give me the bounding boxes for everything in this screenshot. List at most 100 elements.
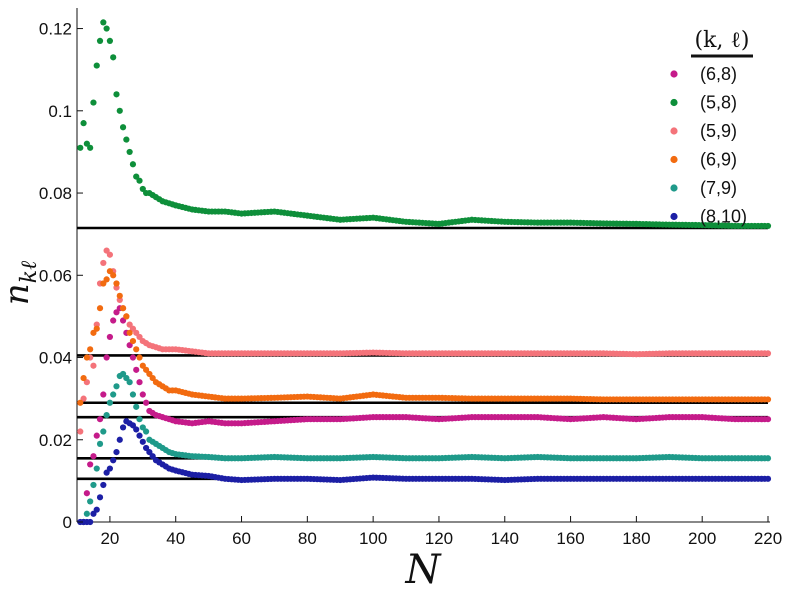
data-point — [129, 354, 137, 361]
data-point — [90, 481, 97, 489]
data-point — [96, 494, 104, 501]
data-point — [113, 383, 120, 390]
data-point — [80, 374, 87, 382]
data-point — [764, 455, 772, 462]
x-tick-label: 60 — [232, 529, 251, 548]
data-point — [764, 475, 772, 482]
x-axis-ticks: 20 40 60 80 100 120 140 160 180 200 220 — [100, 516, 782, 548]
data-point — [126, 379, 133, 386]
data-point — [143, 428, 150, 435]
data-point — [113, 448, 120, 456]
data-point — [106, 37, 114, 44]
x-tick-label: 160 — [556, 529, 584, 548]
data-point — [93, 506, 100, 513]
data-point — [136, 432, 143, 439]
data-point — [110, 272, 117, 279]
y-tick-label: 0.04 — [39, 349, 72, 368]
data-point — [110, 317, 117, 324]
y-tick-label: 0.08 — [39, 184, 72, 203]
x-tick-label: 220 — [754, 529, 782, 548]
data-point — [133, 426, 140, 433]
data-point — [113, 280, 120, 287]
data-point — [80, 120, 87, 127]
data-point — [116, 292, 123, 299]
x-tick-label: 180 — [622, 529, 650, 548]
data-point — [110, 457, 117, 464]
data-point — [136, 177, 143, 184]
legend-marker — [670, 184, 678, 192]
data-point — [116, 436, 123, 443]
data-point — [96, 416, 104, 423]
x-tick-label: 20 — [100, 529, 119, 548]
legend-marker — [670, 70, 678, 78]
data-point — [126, 329, 133, 336]
data-point — [100, 481, 107, 489]
data-point — [119, 305, 127, 312]
legend-marker — [670, 98, 678, 107]
x-tick-label: 100 — [359, 529, 387, 548]
data-point — [129, 391, 137, 398]
data-point — [77, 144, 84, 151]
data-point — [87, 346, 94, 353]
data-point — [123, 136, 130, 143]
data-point — [110, 391, 117, 398]
x-tick-label: 80 — [298, 529, 317, 548]
x-tick-label: 140 — [491, 529, 519, 548]
data-point — [96, 305, 104, 312]
series-1-points — [77, 19, 772, 230]
data-point — [133, 403, 140, 410]
data-point — [77, 399, 84, 406]
data-point — [93, 465, 100, 472]
data-point — [90, 453, 97, 460]
data-point — [90, 99, 97, 106]
data-point — [77, 428, 84, 435]
data-point — [83, 354, 90, 361]
series-3-points — [77, 268, 772, 406]
data-point — [103, 276, 110, 283]
legend-marker — [670, 155, 678, 164]
data-point — [100, 391, 107, 398]
data-point — [87, 498, 94, 505]
data-point — [129, 337, 137, 345]
data-point — [136, 416, 143, 423]
data-point — [119, 424, 127, 431]
data-point — [139, 391, 146, 398]
y-tick-label: 0.06 — [39, 266, 72, 285]
y-axis-label: nkℓ — [0, 260, 42, 305]
data-point — [113, 91, 120, 98]
x-axis-label: N — [405, 547, 443, 593]
data-point — [764, 222, 772, 230]
data-point — [126, 148, 133, 156]
data-point — [100, 19, 107, 26]
data-point — [139, 438, 146, 445]
data-point — [136, 379, 143, 386]
data-point — [103, 25, 110, 32]
data-point — [87, 461, 94, 468]
data-point — [133, 366, 140, 373]
data-point — [129, 161, 137, 168]
series-5-points — [77, 418, 772, 526]
x-tick-label: 120 — [425, 529, 453, 548]
legend-marker — [670, 212, 678, 221]
y-tick-label: 0 — [63, 513, 72, 532]
data-point — [764, 350, 772, 357]
x-tick-label: 40 — [166, 529, 185, 548]
data-point — [764, 396, 772, 403]
data-point — [96, 37, 104, 44]
data-point — [136, 354, 143, 361]
data-point — [100, 428, 107, 435]
legend-label: (7,9) — [700, 178, 737, 198]
data-point — [116, 107, 123, 114]
data-point — [103, 354, 110, 361]
data-point — [93, 62, 100, 69]
data-point — [87, 144, 94, 151]
y-axis-label-main: n — [0, 283, 37, 305]
y-tick-label: 0.1 — [48, 102, 72, 121]
series-2-points — [77, 247, 772, 435]
data-point — [123, 313, 130, 320]
data-point — [106, 251, 114, 258]
x-tick-label: 200 — [688, 529, 716, 548]
legend-title: (k, ℓ) — [694, 28, 749, 53]
data-point — [83, 490, 90, 497]
data-point — [96, 440, 104, 447]
